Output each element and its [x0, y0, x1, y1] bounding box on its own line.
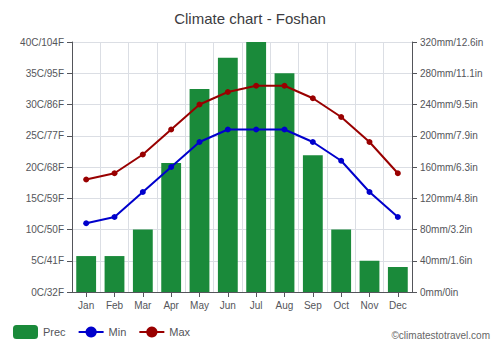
svg-text:200mm/7.9in: 200mm/7.9in: [420, 130, 478, 141]
svg-text:Jan: Jan: [78, 300, 94, 311]
svg-text:5C/41F: 5C/41F: [31, 255, 64, 266]
svg-text:Sep: Sep: [304, 300, 322, 311]
svg-text:35C/95F: 35C/95F: [26, 68, 64, 79]
svg-text:Dec: Dec: [389, 300, 407, 311]
svg-text:10C/50F: 10C/50F: [26, 224, 64, 235]
svg-text:40C/104F: 40C/104F: [20, 37, 64, 48]
svg-text:20C/68F: 20C/68F: [26, 162, 64, 173]
svg-text:Jun: Jun: [220, 300, 236, 311]
svg-text:160mm/6.3in: 160mm/6.3in: [420, 162, 478, 173]
svg-text:Max: Max: [169, 326, 190, 338]
svg-text:Mar: Mar: [134, 300, 152, 311]
svg-text:80mm/3.2in: 80mm/3.2in: [420, 224, 472, 235]
svg-text:320mm/12.6in: 320mm/12.6in: [420, 37, 483, 48]
svg-text:Min: Min: [109, 326, 127, 338]
svg-text:May: May: [190, 300, 209, 311]
svg-text:40mm/1.6in: 40mm/1.6in: [420, 255, 472, 266]
svg-text:15C/59F: 15C/59F: [26, 193, 64, 204]
svg-text:Oct: Oct: [333, 300, 349, 311]
svg-text:Nov: Nov: [361, 300, 379, 311]
svg-text:120mm/4.8in: 120mm/4.8in: [420, 193, 478, 204]
svg-text:280mm/11.1in: 280mm/11.1in: [420, 68, 483, 79]
svg-text:0mm/0in: 0mm/0in: [420, 287, 458, 298]
svg-text:Aug: Aug: [276, 300, 294, 311]
svg-text:30C/86F: 30C/86F: [26, 99, 64, 110]
svg-text:Jul: Jul: [250, 300, 263, 311]
svg-text:Apr: Apr: [163, 300, 179, 311]
svg-text:Prec: Prec: [43, 326, 66, 338]
svg-text:0C/32F: 0C/32F: [31, 287, 64, 298]
svg-text:25C/77F: 25C/77F: [26, 130, 64, 141]
svg-text:©climatestotravel.com: ©climatestotravel.com: [391, 330, 490, 341]
svg-text:240mm/9.5in: 240mm/9.5in: [420, 99, 478, 110]
svg-text:Climate chart - Foshan: Climate chart - Foshan: [174, 10, 326, 27]
svg-text:Feb: Feb: [106, 300, 124, 311]
